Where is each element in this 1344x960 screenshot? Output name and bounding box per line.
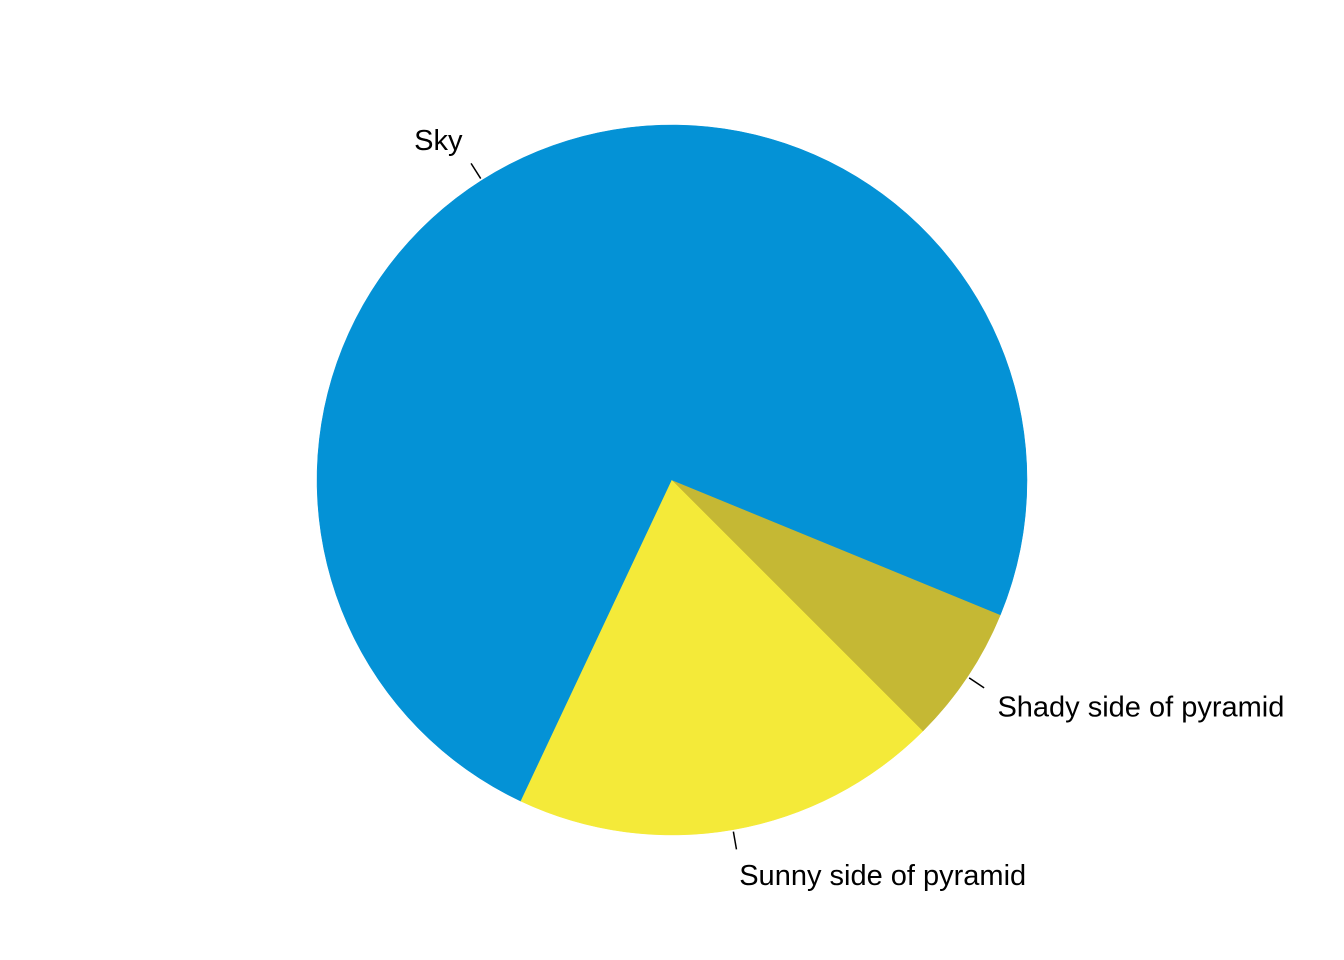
slice-label-shady-side-of-pyramid: Shady side of pyramid xyxy=(997,692,1284,724)
leader-line-sky xyxy=(470,162,482,179)
leader-line-sunny-side-of-pyramid xyxy=(732,831,738,850)
pie-slice-3 xyxy=(671,479,1028,616)
pie-leader-lines xyxy=(470,162,985,850)
pie-slices xyxy=(316,124,1028,836)
slice-label-sunny-side-of-pyramid: Sunny side of pyramid xyxy=(739,860,1026,892)
slice-label-sky: Sky xyxy=(414,125,463,157)
pie-slice-shady-side-of-pyramid xyxy=(671,479,1001,732)
pie-slice-sunny-side-of-pyramid xyxy=(520,479,924,836)
pie-labels: Sky Sunny side of pyramid Shady side of py… xyxy=(414,125,1284,892)
leader-line-shady-side-of-pyramid xyxy=(968,677,985,689)
pie-slice-sky xyxy=(316,124,1028,802)
